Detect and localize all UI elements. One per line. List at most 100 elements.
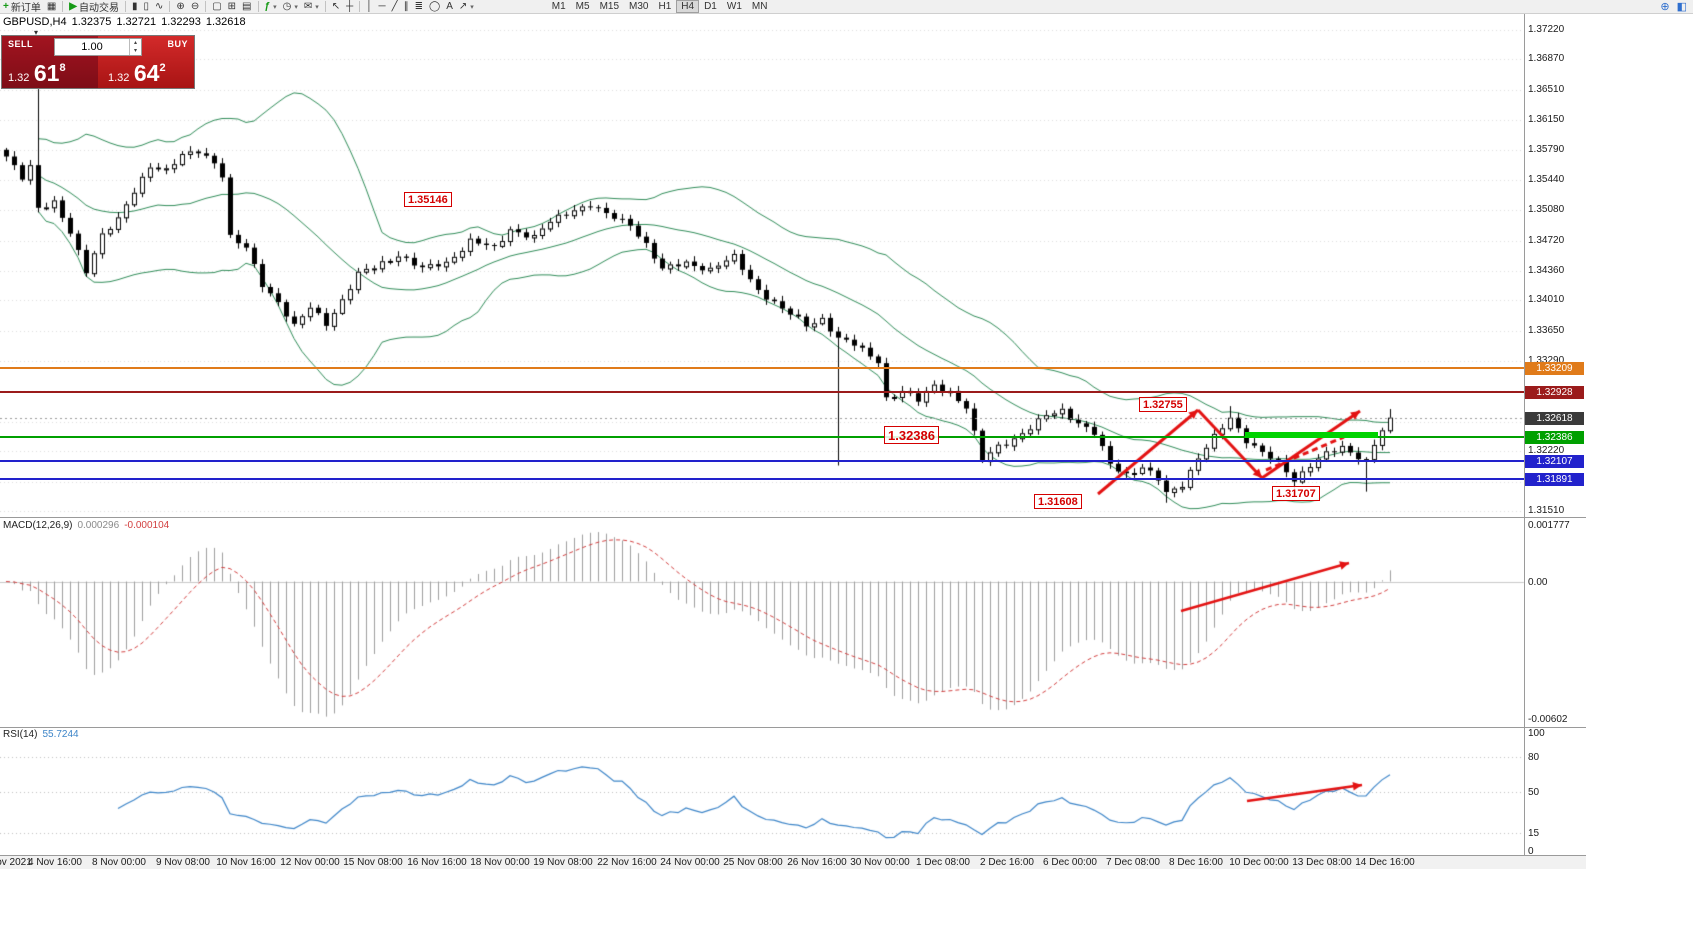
chat-icon[interactable]: ◧ <box>1677 1 1687 14</box>
crosshair-button[interactable]: ┼ <box>343 0 356 13</box>
fibonacci-button[interactable]: ≣ <box>412 0 426 13</box>
horizontal-level-line[interactable] <box>0 478 1524 480</box>
price-axis-label[interactable]: 1.33650 <box>1528 324 1565 336</box>
timeframe-m15-button[interactable]: M15 <box>599 1 620 12</box>
channel-button[interactable]: ∥ <box>401 0 412 13</box>
timeframe-h4-button[interactable]: H4 <box>676 0 700 13</box>
timeframe-m5-button[interactable]: M5 <box>575 1 590 12</box>
navigator-icon: ▤ <box>242 0 252 12</box>
volume-down-button[interactable]: ▾ <box>133 48 137 54</box>
zoom-out-button[interactable]: ⊖ <box>188 0 202 13</box>
timeframe-mn-button[interactable]: MN <box>751 1 768 12</box>
periods-button[interactable]: ◷ ▾ <box>280 0 301 13</box>
price-axis-label[interactable]: 1.36510 <box>1528 83 1565 95</box>
horizontal-level-line[interactable] <box>0 460 1524 462</box>
new-order-button[interactable]: + 新订单 <box>0 0 44 15</box>
buy-button[interactable]: BUY 1.32 642 <box>98 36 194 88</box>
price-axis-label[interactable]: 1.34720 <box>1528 234 1565 246</box>
rsi-name: RSI(14) <box>3 729 38 740</box>
price-axis-label[interactable]: 1.34360 <box>1528 264 1565 276</box>
candlestick-chart-button[interactable]: ▯ <box>141 0 153 13</box>
indicators-button[interactable]: ƒ ▾ <box>262 0 280 13</box>
trendline-button[interactable]: ╱ <box>389 0 401 13</box>
data-window-button[interactable]: ⊞ <box>225 0 239 13</box>
arrows-button[interactable]: ↗ ▾ <box>456 0 477 13</box>
new-chart-button[interactable]: ▦ <box>44 0 59 13</box>
horizontal-level-line[interactable] <box>0 367 1524 369</box>
zoom-in-button[interactable]: ⊕ <box>173 0 187 13</box>
timeframe-m1-button[interactable]: M1 <box>551 1 566 12</box>
one-click-trading-panel: SELL 1.32 618 BUY 1.32 642 1.00 ▴ ▾ <box>2 36 194 88</box>
price-tag: 1.32928 <box>1525 386 1584 399</box>
price-axis-label[interactable]: 1.35080 <box>1528 204 1565 216</box>
text-button[interactable]: A <box>443 0 456 13</box>
macd-axis-label: 0.00 <box>1528 576 1548 588</box>
rsi-axis-label: 0 <box>1528 846 1534 857</box>
tile-windows-button[interactable]: ▢ <box>209 0 224 13</box>
time-axis-label: 15 Nov 08:00 <box>343 857 403 868</box>
price-axis-label[interactable]: 1.37220 <box>1528 24 1565 35</box>
buy-price: 1.32 642 <box>108 62 166 86</box>
navigator-button[interactable]: ▤ <box>239 0 254 13</box>
crosshair-icon: ┼ <box>346 0 354 12</box>
timeframe-w1-button[interactable]: W1 <box>726 1 742 12</box>
time-axis-label: 14 Dec 16:00 <box>1355 857 1415 868</box>
time-axis[interactable] <box>0 855 1586 869</box>
rsi-indicator-label: RSI(14) 55.7244 <box>3 729 84 740</box>
price-annotation-box[interactable]: 1.35146 <box>404 192 452 207</box>
macd-axis-label: -0.00602 <box>1528 714 1568 725</box>
toolbar-separator <box>125 1 126 12</box>
timeframe-group: M1 M5 M15 M30 H1 H4 D1 W1 MN <box>547 0 773 13</box>
time-axis-label: 24 Nov 00:00 <box>660 857 720 868</box>
macd-main-value: 0.000296 <box>77 520 120 531</box>
time-axis-label: 19 Nov 08:00 <box>533 857 593 868</box>
price-axis-label[interactable]: 1.33290 <box>1528 355 1565 367</box>
panel-separator[interactable] <box>0 517 1586 518</box>
price-annotation-box[interactable]: 1.31707 <box>1272 486 1320 501</box>
timeframe-d1-button[interactable]: D1 <box>704 1 717 12</box>
price-axis-label[interactable]: 1.36870 <box>1528 53 1565 65</box>
bar-chart-button[interactable]: ▮ <box>129 0 141 13</box>
search-icon[interactable]: ⊕ <box>1660 1 1669 14</box>
autotrading-button[interactable]: ▶ 自动交易 <box>66 0 122 15</box>
sell-price-big: 61 <box>33 60 60 86</box>
vertical-line-button[interactable]: │ <box>363 0 375 13</box>
arrows-icon: ↗ <box>458 0 468 12</box>
chevron-down-icon: ▾ <box>315 3 319 11</box>
timeframe-h1-button[interactable]: H1 <box>658 1 672 12</box>
price-axis-label[interactable]: 1.35440 <box>1528 173 1565 185</box>
price-annotation-box[interactable]: 1.32386 <box>884 426 939 444</box>
bar-chart-icon: ▮ <box>132 0 138 12</box>
price-axis-separator <box>1524 14 1525 856</box>
search-icon: ⊕ <box>1660 0 1670 13</box>
timeframe-m30-button[interactable]: M30 <box>629 1 649 12</box>
price-axis-label[interactable]: 1.31510 <box>1528 505 1565 516</box>
one-click-collapse-icon[interactable]: ▾ <box>34 28 39 37</box>
time-axis-label: 4 Nov 16:00 <box>28 857 82 868</box>
price-annotation-box[interactable]: 1.31608 <box>1034 494 1082 509</box>
price-annotation-box[interactable]: 1.32755 <box>1139 397 1187 412</box>
time-axis-label: 13 Dec 08:00 <box>1292 857 1352 868</box>
panel-separator[interactable] <box>0 727 1586 728</box>
price-axis-label[interactable]: 1.36150 <box>1528 114 1565 126</box>
templates-button[interactable]: ✉ ▾ <box>301 0 322 13</box>
open-value: 1.32375 <box>71 16 112 28</box>
volume-input[interactable]: 1.00 ▴ ▾ <box>54 38 142 56</box>
price-axis-label[interactable]: 1.32220 <box>1528 445 1565 457</box>
price-chart-canvas[interactable] <box>0 0 1586 856</box>
price-tag: 1.32107 <box>1525 455 1584 468</box>
volume-up-button[interactable]: ▴ <box>133 40 137 46</box>
rsi-axis-label: 15 <box>1528 828 1540 840</box>
time-axis-label: 12 Nov 00:00 <box>280 857 340 868</box>
horizontal-level-line[interactable] <box>0 436 1524 438</box>
price-tag: 1.33209 <box>1525 362 1584 375</box>
support-zone-line[interactable] <box>1245 432 1378 438</box>
shapes-button[interactable]: ◯ <box>426 0 443 13</box>
horizontal-level-line[interactable] <box>0 391 1524 393</box>
price-axis-label[interactable]: 1.34010 <box>1528 294 1565 306</box>
horizontal-line-button[interactable]: ─ <box>375 0 388 13</box>
line-chart-button[interactable]: ∿ <box>152 0 166 13</box>
buy-price-sup: 2 <box>159 62 166 74</box>
price-axis-label[interactable]: 1.35790 <box>1528 144 1565 156</box>
cursor-button[interactable]: ↖ <box>329 0 343 13</box>
